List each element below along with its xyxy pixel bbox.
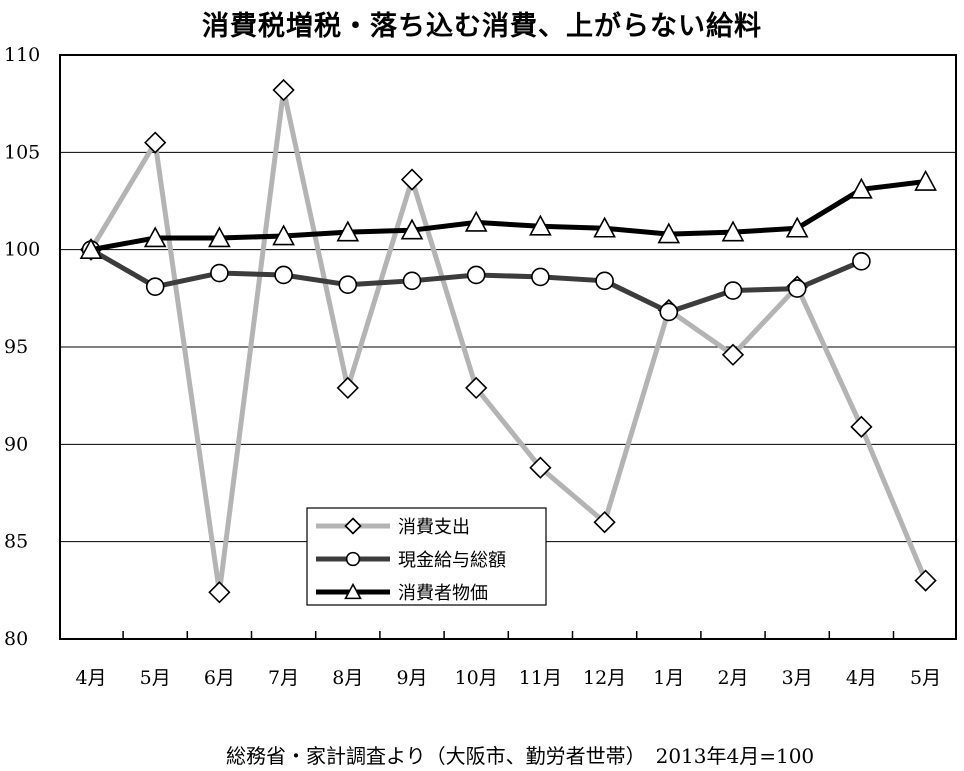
legend-marker xyxy=(344,517,362,535)
data-point xyxy=(402,271,422,291)
data-point xyxy=(529,214,552,236)
chart-title: 消費税増税・落ち込む消費、上がらない給料 xyxy=(202,11,762,42)
series-layer xyxy=(79,78,937,604)
source-note: 総務省・家計調査より（大阪市、勤労者世帯） 2013年4月=100 xyxy=(226,744,815,768)
data-point xyxy=(787,279,807,298)
data-point xyxy=(659,302,679,322)
y-tick-label: 80 xyxy=(4,628,28,650)
data-point xyxy=(336,220,360,242)
data-point xyxy=(852,252,871,271)
x-tick-label: 4月 xyxy=(75,667,106,689)
data-point xyxy=(721,343,745,366)
x-tick-label: 11月 xyxy=(519,667,562,689)
data-point xyxy=(465,376,488,400)
data-point xyxy=(595,271,614,291)
data-point xyxy=(914,169,937,191)
legend-marker xyxy=(344,582,362,600)
data-point xyxy=(529,456,552,479)
series-circle xyxy=(81,240,871,322)
x-tick-label: 4月 xyxy=(846,667,877,689)
data-point xyxy=(210,263,229,283)
x-tick-label: 5月 xyxy=(140,667,171,689)
data-point xyxy=(466,265,486,285)
x-tick-label: 5月 xyxy=(910,667,941,689)
data-point xyxy=(464,210,488,232)
x-tick-label: 6月 xyxy=(204,667,235,689)
data-point xyxy=(208,581,231,604)
data-point xyxy=(785,216,809,238)
data-point xyxy=(723,281,743,300)
x-tick-label: 10月 xyxy=(455,667,498,689)
x-tick-label: 1月 xyxy=(653,667,684,689)
y-tick-label: 110 xyxy=(4,44,40,66)
series-triangle xyxy=(79,169,937,259)
x-tick-label: 8月 xyxy=(332,667,363,689)
data-point xyxy=(274,265,293,285)
data-point xyxy=(721,220,745,242)
data-point xyxy=(79,237,103,259)
data-point xyxy=(272,78,295,102)
x-tick-label: 12月 xyxy=(583,667,626,689)
data-point xyxy=(914,569,937,592)
y-tick-label: 90 xyxy=(4,433,28,455)
x-tick-label: 3月 xyxy=(782,667,813,689)
data-point xyxy=(208,226,231,248)
x-tick-label: 9月 xyxy=(396,667,427,689)
data-point xyxy=(400,218,424,240)
y-tick-label: 95 xyxy=(4,336,28,358)
data-point xyxy=(400,168,424,191)
data-point xyxy=(336,376,359,400)
data-point xyxy=(593,216,616,238)
legend-label: 消費者物価 xyxy=(398,583,488,604)
legend-label: 消費支出 xyxy=(398,517,470,538)
legend-marker xyxy=(345,551,361,567)
y-tick-label: 100 xyxy=(4,239,40,261)
x-tick-label: 7月 xyxy=(268,667,299,689)
data-point xyxy=(531,267,550,287)
y-tick-label: 105 xyxy=(4,141,40,163)
data-point xyxy=(850,415,873,438)
y-axis-ticks: 80 85 90 95 100 105 110 xyxy=(4,44,40,650)
data-point xyxy=(144,131,167,154)
data-point xyxy=(657,222,681,244)
legend-label: 現金給与総額 xyxy=(398,550,506,571)
series-line xyxy=(88,179,929,253)
x-axis-ticks: 4月 5月 6月 7月 8月 9月 10月 11月 12月 1月 2月 3月 4月 5月 xyxy=(75,631,941,689)
data-point xyxy=(272,224,295,246)
x-tick-label: 2月 xyxy=(717,667,748,689)
data-point xyxy=(338,275,358,295)
grid-lines xyxy=(60,151,956,543)
data-point xyxy=(145,277,165,296)
data-point xyxy=(593,511,616,534)
data-point xyxy=(143,226,167,248)
data-point xyxy=(850,177,873,199)
series-line xyxy=(88,87,929,595)
y-tick-label: 85 xyxy=(4,531,28,553)
